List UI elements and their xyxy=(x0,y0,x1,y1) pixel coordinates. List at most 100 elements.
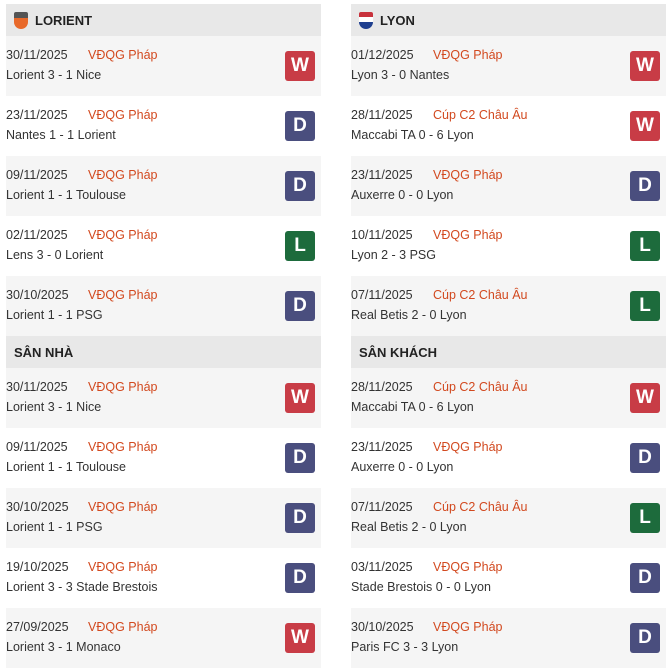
match-score: Nantes 1 - 1 Lorient xyxy=(6,128,116,142)
section-header: LORIENT xyxy=(6,4,321,36)
result-badge: D xyxy=(285,171,315,201)
match-date: 27/09/2025 xyxy=(6,620,69,634)
competition-link[interactable]: VĐQG Pháp xyxy=(88,620,158,634)
match-score: Lorient 1 - 1 Toulouse xyxy=(6,188,126,202)
competition-link[interactable]: Cúp C2 Châu Âu xyxy=(433,108,528,122)
competition-link[interactable]: Cúp C2 Châu Âu xyxy=(433,288,528,302)
match-row[interactable]: 27/09/2025 VĐQG Pháp Lorient 3 - 1 Monac… xyxy=(6,608,321,668)
match-date: 19/10/2025 xyxy=(6,560,69,574)
match-date: 30/10/2025 xyxy=(6,500,69,514)
result-badge: D xyxy=(285,503,315,533)
result-badge: W xyxy=(285,51,315,81)
result-badge: L xyxy=(630,231,660,261)
result-badge: L xyxy=(630,503,660,533)
match-score: Lorient 3 - 1 Monaco xyxy=(6,640,121,654)
match-row[interactable]: 28/11/2025 Cúp C2 Châu Âu Maccabi TA 0 -… xyxy=(351,96,666,156)
match-row[interactable]: 07/11/2025 Cúp C2 Châu Âu Real Betis 2 -… xyxy=(351,276,666,336)
result-badge: W xyxy=(630,51,660,81)
match-row[interactable]: 19/10/2025 VĐQG Pháp Lorient 3 - 3 Stade… xyxy=(6,548,321,608)
competition-link[interactable]: VĐQG Pháp xyxy=(88,500,158,514)
match-date: 01/12/2025 xyxy=(351,48,414,62)
match-row[interactable]: 09/11/2025 VĐQG Pháp Lorient 1 - 1 Toulo… xyxy=(6,428,321,488)
section-2: SÂN NHÀ 30/11/2025 VĐQG Pháp Lorient 3 -… xyxy=(6,336,321,668)
match-score: Auxerre 0 - 0 Lyon xyxy=(351,460,454,474)
match-row[interactable]: 07/11/2025 Cúp C2 Châu Âu Real Betis 2 -… xyxy=(351,488,666,548)
match-row[interactable]: 23/11/2025 VĐQG Pháp Nantes 1 - 1 Lorien… xyxy=(6,96,321,156)
match-score: Paris FC 3 - 3 Lyon xyxy=(351,640,459,654)
section-header: SÂN NHÀ xyxy=(6,336,321,368)
match-row[interactable]: 30/11/2025 VĐQG Pháp Lorient 3 - 1 Nice … xyxy=(6,36,321,96)
match-row[interactable]: 30/10/2025 VĐQG Pháp Lorient 1 - 1 PSG D xyxy=(6,488,321,548)
match-row[interactable]: 23/11/2025 VĐQG Pháp Auxerre 0 - 0 Lyon … xyxy=(351,428,666,488)
match-score: Lorient 3 - 3 Stade Brestois xyxy=(6,580,158,594)
match-row[interactable]: 30/11/2025 VĐQG Pháp Lorient 3 - 1 Nice … xyxy=(6,368,321,428)
match-date: 03/11/2025 xyxy=(351,560,413,574)
competition-link[interactable]: VĐQG Pháp xyxy=(433,228,503,242)
competition-link[interactable]: VĐQG Pháp xyxy=(88,288,158,302)
match-row[interactable]: 01/12/2025 VĐQG Pháp Lyon 3 - 0 Nantes W xyxy=(351,36,666,96)
lyon-crest-icon xyxy=(359,11,373,29)
match-score: Lorient 1 - 1 PSG xyxy=(6,308,103,322)
competition-link[interactable]: VĐQG Pháp xyxy=(433,168,503,182)
section-1: LYON 01/12/2025 VĐQG Pháp Lyon 3 - 0 Nan… xyxy=(351,4,666,336)
match-row[interactable]: 23/11/2025 VĐQG Pháp Auxerre 0 - 0 Lyon … xyxy=(351,156,666,216)
match-score: Lens 3 - 0 Lorient xyxy=(6,248,104,262)
competition-link[interactable]: VĐQG Pháp xyxy=(88,440,158,454)
competition-link[interactable]: VĐQG Pháp xyxy=(88,168,158,182)
competition-link[interactable]: VĐQG Pháp xyxy=(88,48,158,62)
match-date: 07/11/2025 xyxy=(351,500,413,514)
match-date: 23/11/2025 xyxy=(6,108,68,122)
competition-link[interactable]: VĐQG Pháp xyxy=(433,440,503,454)
section-3: SÂN KHÁCH 28/11/2025 Cúp C2 Châu Âu Macc… xyxy=(351,336,666,668)
result-badge: D xyxy=(285,563,315,593)
competition-link[interactable]: Cúp C2 Châu Âu xyxy=(433,380,528,394)
match-row[interactable]: 10/11/2025 VĐQG Pháp Lyon 2 - 3 PSG L xyxy=(351,216,666,276)
match-date: 23/11/2025 xyxy=(351,440,413,454)
result-badge: D xyxy=(630,563,660,593)
match-date: 30/11/2025 xyxy=(6,380,68,394)
section-0: LORIENT 30/11/2025 VĐQG Pháp Lorient 3 -… xyxy=(6,4,321,336)
competition-link[interactable]: VĐQG Pháp xyxy=(88,108,158,122)
match-score: Lyon 2 - 3 PSG xyxy=(351,248,436,262)
match-score: Auxerre 0 - 0 Lyon xyxy=(351,188,454,202)
competition-link[interactable]: VĐQG Pháp xyxy=(433,48,503,62)
competition-link[interactable]: Cúp C2 Châu Âu xyxy=(433,500,528,514)
section-header: LYON xyxy=(351,4,666,36)
result-badge: W xyxy=(630,111,660,141)
match-date: 28/11/2025 xyxy=(351,380,413,394)
result-badge: D xyxy=(285,443,315,473)
competition-link[interactable]: VĐQG Pháp xyxy=(433,620,503,634)
match-date: 23/11/2025 xyxy=(351,168,413,182)
competition-link[interactable]: VĐQG Pháp xyxy=(88,228,158,242)
match-row[interactable]: 28/11/2025 Cúp C2 Châu Âu Maccabi TA 0 -… xyxy=(351,368,666,428)
match-date: 10/11/2025 xyxy=(351,228,413,242)
match-row[interactable]: 30/10/2025 VĐQG Pháp Lorient 1 - 1 PSG D xyxy=(6,276,321,336)
result-badge: L xyxy=(630,291,660,321)
section-title: SÂN KHÁCH xyxy=(359,344,437,360)
result-badge: D xyxy=(630,443,660,473)
match-score: Stade Brestois 0 - 0 Lyon xyxy=(351,580,491,594)
section-header: SÂN KHÁCH xyxy=(351,336,666,368)
section-title: LORIENT xyxy=(35,12,93,28)
match-row[interactable]: 30/10/2025 VĐQG Pháp Paris FC 3 - 3 Lyon… xyxy=(351,608,666,668)
match-score: Lyon 3 - 0 Nantes xyxy=(351,68,450,82)
match-date: 02/11/2025 xyxy=(6,228,68,242)
competition-link[interactable]: VĐQG Pháp xyxy=(88,560,158,574)
match-date: 30/10/2025 xyxy=(6,288,69,302)
competition-link[interactable]: VĐQG Pháp xyxy=(88,380,158,394)
result-badge: D xyxy=(630,623,660,653)
match-score: Lorient 1 - 1 PSG xyxy=(6,520,103,534)
match-row[interactable]: 09/11/2025 VĐQG Pháp Lorient 1 - 1 Toulo… xyxy=(6,156,321,216)
match-row[interactable]: 03/11/2025 VĐQG Pháp Stade Brestois 0 - … xyxy=(351,548,666,608)
match-date: 07/11/2025 xyxy=(351,288,413,302)
match-date: 09/11/2025 xyxy=(6,440,68,454)
match-row[interactable]: 02/11/2025 VĐQG Pháp Lens 3 - 0 Lorient … xyxy=(6,216,321,276)
match-date: 28/11/2025 xyxy=(351,108,413,122)
result-badge: W xyxy=(285,623,315,653)
competition-link[interactable]: VĐQG Pháp xyxy=(433,560,503,574)
result-badge: D xyxy=(285,291,315,321)
lorient-crest-icon xyxy=(14,11,28,29)
match-score: Lorient 3 - 1 Nice xyxy=(6,400,102,414)
section-title: SÂN NHÀ xyxy=(14,344,74,360)
result-badge: D xyxy=(630,171,660,201)
